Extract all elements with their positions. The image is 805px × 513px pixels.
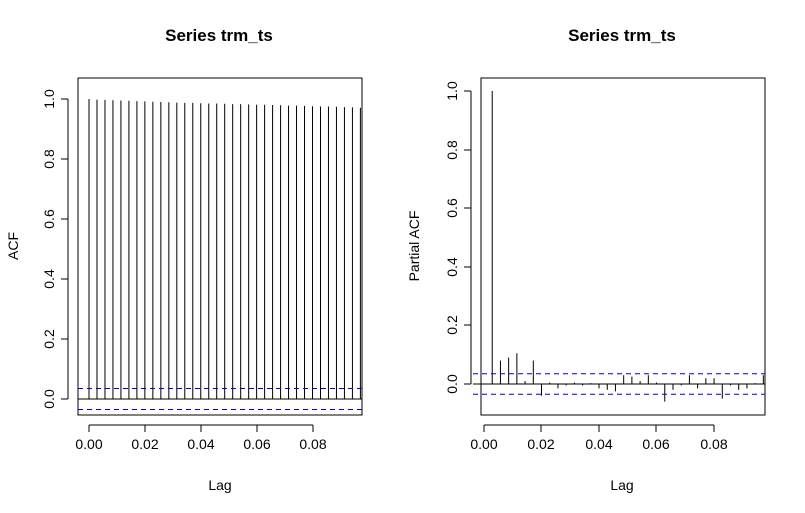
pacf-bars: [491, 91, 764, 402]
pacf-y-axis-label: Partial ACF: [406, 211, 422, 282]
pacf-y-axis: 0.0 0.2 0.4 0.6 0.8 1.0: [444, 81, 472, 394]
acf-y-axis: 0.0 0.2 0.4 0.6 0.8 1.0: [41, 89, 69, 409]
pacf-x-tick-label: 0.06: [642, 436, 669, 452]
acf-x-tick-label: 0.00: [75, 436, 102, 452]
pacf-x-axis-label: Lag: [610, 477, 633, 493]
acf-x-tick-label: 0.08: [299, 436, 326, 452]
pacf-chart-title: Series trm_ts: [568, 26, 676, 45]
pacf-x-tick-label: 0.04: [585, 436, 612, 452]
acf-y-tick-label: 0.4: [41, 269, 57, 289]
pacf-y-tick-label: 0.8: [444, 140, 460, 160]
acf-bars: [88, 99, 361, 399]
acf-plot-frame: [77, 77, 363, 416]
pacf-x-axis: 0.00 0.02 0.04 0.06 0.08: [470, 424, 728, 452]
pacf-y-tick-label: 0.0: [444, 374, 460, 394]
acf-x-tick-label: 0.04: [187, 436, 214, 452]
acf-y-tick-label: 1.0: [41, 89, 57, 109]
acf-x-tick-label: 0.06: [243, 436, 270, 452]
pacf-plot-frame: [480, 77, 766, 416]
pacf-y-tick-label: 0.4: [444, 257, 460, 277]
pacf-panel: Series trm_ts 0.00 0.02 0.04 0.06 0.08 0.00.…: [406, 26, 766, 493]
acf-panel: Series trm_ts 0.00 0.02 0.04 0.06 0.08 0.00.…: [5, 26, 363, 493]
acf-chart-title: Series trm_ts: [165, 26, 273, 45]
pacf-x-tick-label: 0.08: [700, 436, 727, 452]
acf-y-axis-label: ACF: [5, 232, 21, 260]
acf-confidence-lines: [78, 388, 362, 410]
pacf-y-tick-label: 0.6: [444, 198, 460, 218]
acf-y-tick-label: 0.6: [41, 209, 57, 229]
acf-x-axis: 0.00 0.02 0.04 0.06 0.08: [75, 424, 327, 452]
pacf-x-tick-label: 0.00: [470, 436, 497, 452]
acf-x-axis-label: Lag: [208, 477, 231, 493]
pacf-x-tick-label: 0.02: [527, 436, 554, 452]
acf-y-tick-label: 0.2: [41, 329, 57, 349]
acf-y-tick-label: 0.8: [41, 149, 57, 169]
acf-y-tick-label: 0.0: [41, 389, 57, 409]
acf-x-tick-label: 0.02: [131, 436, 158, 452]
pacf-y-tick-label: 1.0: [444, 81, 460, 101]
pacf-y-tick-label: 0.2: [444, 315, 460, 335]
pacf-confidence-lines: [473, 373, 765, 395]
